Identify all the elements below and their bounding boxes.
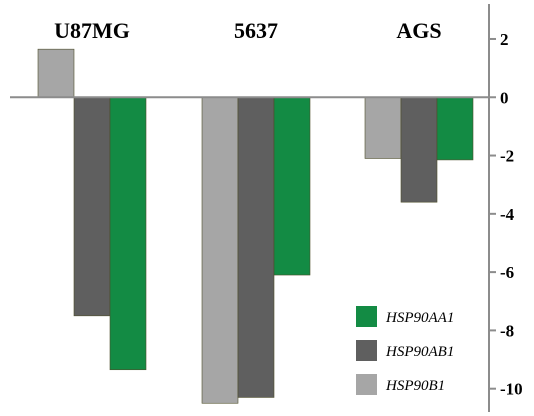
y-tick-label: -10 [500,380,523,399]
legend-swatch-hsp90b1 [356,374,377,395]
y-tick-label: 2 [500,30,509,49]
legend-swatch-hsp90aa1 [356,306,377,327]
legend-label-hsp90aa1: HSP90AA1 [385,310,454,326]
legend: HSP90AA1 HSP90AB1 HSP90B1 [356,306,454,395]
category-labels: U87MG 5637 AGS [54,18,442,43]
category-label: AGS [396,18,441,43]
bar-hsp90ab1-ags [400,96,438,203]
bar-hsp90ab1-u87mg [73,96,111,317]
bar-hsp90ab1-5637 [237,96,275,398]
y-tick-label: -6 [500,263,514,282]
bar-hsp90b1-5637 [201,96,239,404]
bar-hsp90aa1-5637 [273,96,311,276]
category-label: U87MG [54,18,130,43]
y-axis-ticks: 2 0 -2 -4 -6 -8 -10 [489,30,523,399]
bar-hsp90b1-u87mg [37,48,75,98]
legend-swatch-hsp90ab1 [356,340,377,361]
bar-hsp90aa1-u87mg [109,96,147,371]
bar-hsp90b1-ags [364,96,402,159]
y-tick-label: -2 [500,147,514,166]
y-tick-label: -4 [500,205,515,224]
y-tick-label: 0 [500,88,509,107]
bars-layer [37,48,474,404]
legend-label-hsp90ab1: HSP90AB1 [385,344,454,360]
bar-hsp90aa1-ags [436,96,474,161]
category-label: 5637 [234,18,278,43]
y-tick-label: -8 [500,321,514,340]
legend-label-hsp90b1: HSP90B1 [385,378,445,394]
